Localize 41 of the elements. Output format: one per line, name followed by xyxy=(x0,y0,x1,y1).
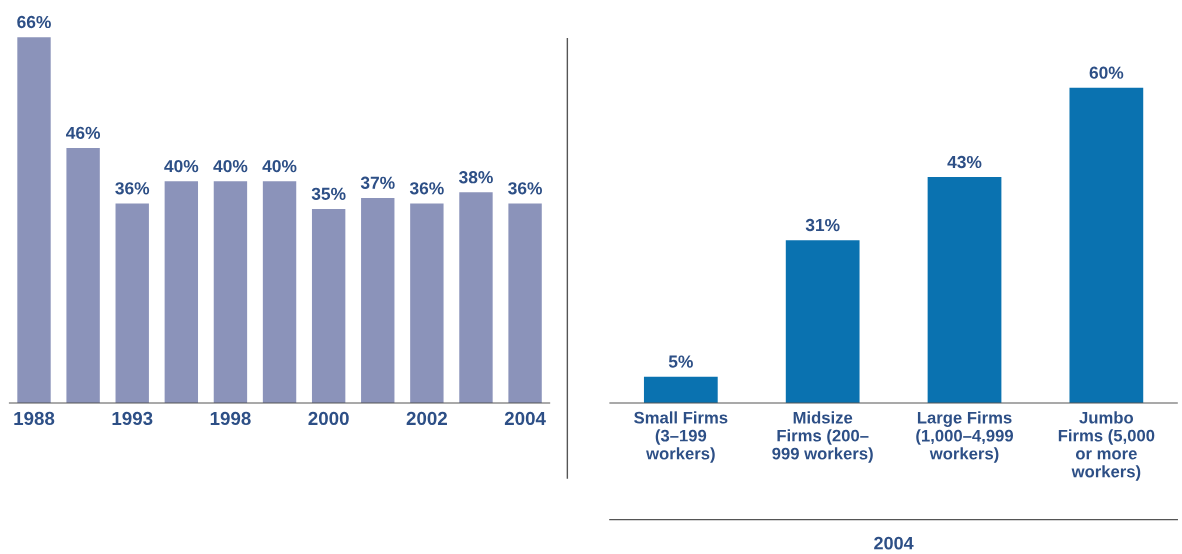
x-tick-label: Large Firms (1,000–4,999 workers) xyxy=(916,411,1014,463)
bar xyxy=(410,203,444,403)
bar xyxy=(66,147,100,403)
bar xyxy=(213,181,248,403)
data-label: 5% xyxy=(668,355,693,368)
data-label: 36% xyxy=(115,182,150,195)
x-tick-label: Jumbo Firms (5,000 or more workers) xyxy=(1058,411,1155,481)
bar xyxy=(164,181,199,403)
bar xyxy=(1069,87,1144,403)
bar xyxy=(361,197,395,403)
bar xyxy=(115,203,149,403)
x-tick-label: Midsize Firms (200– 999 workers) xyxy=(772,411,873,463)
data-label: 31% xyxy=(805,218,840,232)
x-tick-label: Small Firms (3–199 workers) xyxy=(634,411,728,463)
data-label: 36% xyxy=(409,182,444,195)
x-tick-label: 2000 xyxy=(308,411,349,426)
data-label: 66% xyxy=(17,15,51,29)
x-tick-label: 2004 xyxy=(504,411,546,426)
data-label: 43% xyxy=(947,155,982,169)
bar xyxy=(262,181,297,403)
bar xyxy=(785,240,860,403)
x-tick-label: 2002 xyxy=(406,411,447,426)
x-axis-title: 2004 xyxy=(874,536,914,550)
x-tick-label: 1988 xyxy=(14,411,55,426)
bar xyxy=(643,376,718,403)
data-label: 38% xyxy=(459,171,493,184)
data-label: 35% xyxy=(311,187,346,201)
bar xyxy=(17,37,51,403)
data-label: 60% xyxy=(1089,66,1124,79)
x-tick-label: 1993 xyxy=(112,411,153,426)
data-label: 46% xyxy=(66,126,101,140)
data-label: 40% xyxy=(213,159,248,173)
bar xyxy=(311,208,346,403)
data-label: 37% xyxy=(360,176,395,189)
data-label: 40% xyxy=(262,159,297,173)
x-tick-label: 1998 xyxy=(210,411,251,426)
bar xyxy=(459,192,493,403)
bar xyxy=(508,203,542,403)
data-label: 40% xyxy=(164,159,199,173)
data-label: 36% xyxy=(508,182,542,195)
bar xyxy=(927,177,1002,403)
